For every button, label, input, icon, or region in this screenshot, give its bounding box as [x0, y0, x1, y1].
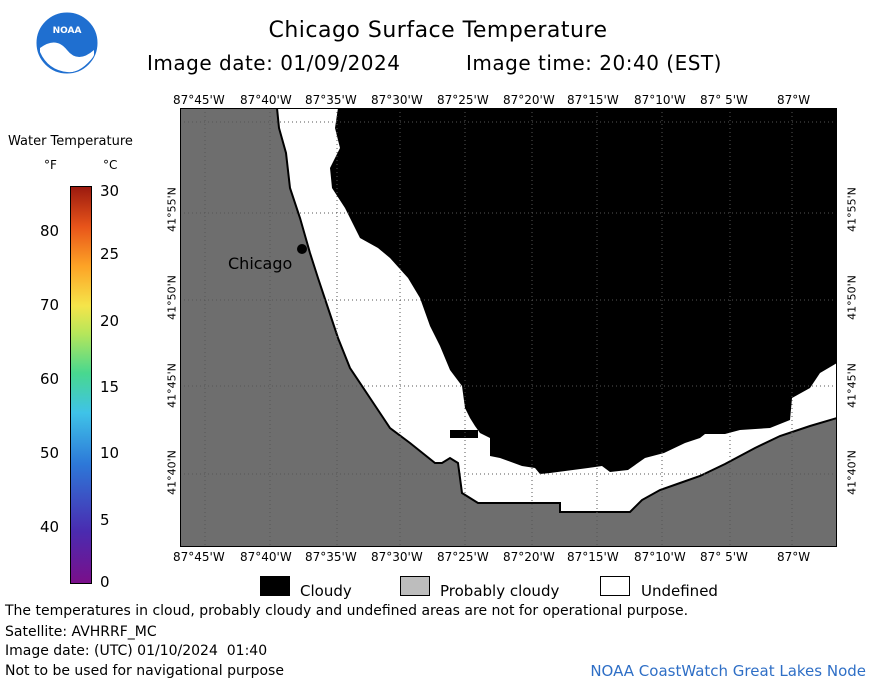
- probably-cloudy-swatch: [400, 576, 430, 596]
- lon-label-top: 87°10'W: [634, 93, 686, 107]
- cloud-area: [330, 108, 837, 474]
- temperature-colorbar: [70, 186, 92, 584]
- lat-label-left: 41°50'N: [165, 275, 179, 320]
- lon-label-top: 87°45'W: [173, 93, 225, 107]
- cloudy-label: Cloudy: [300, 582, 352, 600]
- disclaimer-text: The temperatures in cloud, probably clou…: [5, 603, 689, 619]
- page-title: Chicago Surface Temperature: [268, 18, 608, 43]
- undefined-swatch: [600, 576, 630, 596]
- probably-cloudy-label: Probably cloudy: [440, 582, 560, 600]
- cloud-notch: [450, 430, 478, 438]
- lon-label-bottom: 87°30'W: [371, 550, 423, 564]
- lon-label-top: 87°30'W: [371, 93, 423, 107]
- lon-label-top: 87°W: [777, 93, 811, 107]
- legend-title: Water Temperature: [8, 134, 133, 149]
- image-date: Image date: 01/09/2024: [147, 51, 401, 75]
- c-tick: 25: [100, 245, 120, 263]
- lon-label-bottom: 87°35'W: [305, 550, 357, 564]
- map-panel: Chicago: [179, 107, 838, 548]
- lat-label-right: 41°40'N: [845, 450, 859, 495]
- chicago-marker: [297, 244, 307, 254]
- c-tick: 30: [100, 182, 120, 200]
- lon-label-bottom: 87°W: [777, 550, 811, 564]
- lon-label-bottom: 87°15'W: [567, 550, 619, 564]
- f-tick: 70: [40, 296, 60, 314]
- c-tick: 20: [100, 312, 120, 330]
- c-tick: 15: [100, 378, 120, 396]
- f-tick: 60: [40, 370, 60, 388]
- lon-label-top: 87°15'W: [567, 93, 619, 107]
- lat-label-left: 41°55'N: [165, 187, 179, 232]
- lon-label-bottom: 87°10'W: [634, 550, 686, 564]
- lat-label-right: 41°50'N: [845, 275, 859, 320]
- lon-label-top: 87°35'W: [305, 93, 357, 107]
- undefined-label: Undefined: [641, 582, 718, 600]
- lon-label-bottom: 87°25'W: [437, 550, 489, 564]
- lat-label-left: 41°40'N: [165, 450, 179, 495]
- lon-label-top: 87°20'W: [503, 93, 555, 107]
- lon-label-top: 87°25'W: [437, 93, 489, 107]
- cloudy-swatch: [260, 576, 290, 596]
- lon-label-top: 87°40'W: [240, 93, 292, 107]
- lat-label-right: 41°45'N: [845, 363, 859, 408]
- lat-label-right: 41°55'N: [845, 187, 859, 232]
- land-area: [179, 107, 838, 548]
- utc-date-text: Image date: (UTC) 01/10/2024 01:40: [5, 643, 268, 659]
- f-tick: 80: [40, 222, 60, 240]
- satellite-text: Satellite: AVHRRF_MC: [5, 624, 157, 640]
- f-tick: 40: [40, 518, 60, 536]
- image-time: Image time: 20:40 (EST): [466, 51, 722, 75]
- unit-fahrenheit: °F: [44, 158, 57, 172]
- lon-label-bottom: 87°45'W: [173, 550, 225, 564]
- lon-label-bottom: 87° 5'W: [700, 550, 748, 564]
- lon-label-bottom: 87°20'W: [503, 550, 555, 564]
- c-tick: 10: [100, 444, 120, 462]
- chicago-label: Chicago: [228, 254, 293, 273]
- logo-text: NOAA: [52, 26, 82, 36]
- navigation-warning: Not to be used for navigational purpose: [5, 663, 284, 679]
- c-tick: 5: [100, 511, 110, 529]
- credit-text: NOAA CoastWatch Great Lakes Node: [590, 662, 866, 680]
- f-tick: 50: [40, 444, 60, 462]
- c-tick: 0: [100, 573, 110, 591]
- lon-label-top: 87° 5'W: [700, 93, 748, 107]
- noaa-logo: NOAA: [36, 12, 98, 74]
- unit-celsius: °C: [103, 158, 118, 172]
- lon-label-bottom: 87°40'W: [240, 550, 292, 564]
- lat-label-left: 41°45'N: [165, 363, 179, 408]
